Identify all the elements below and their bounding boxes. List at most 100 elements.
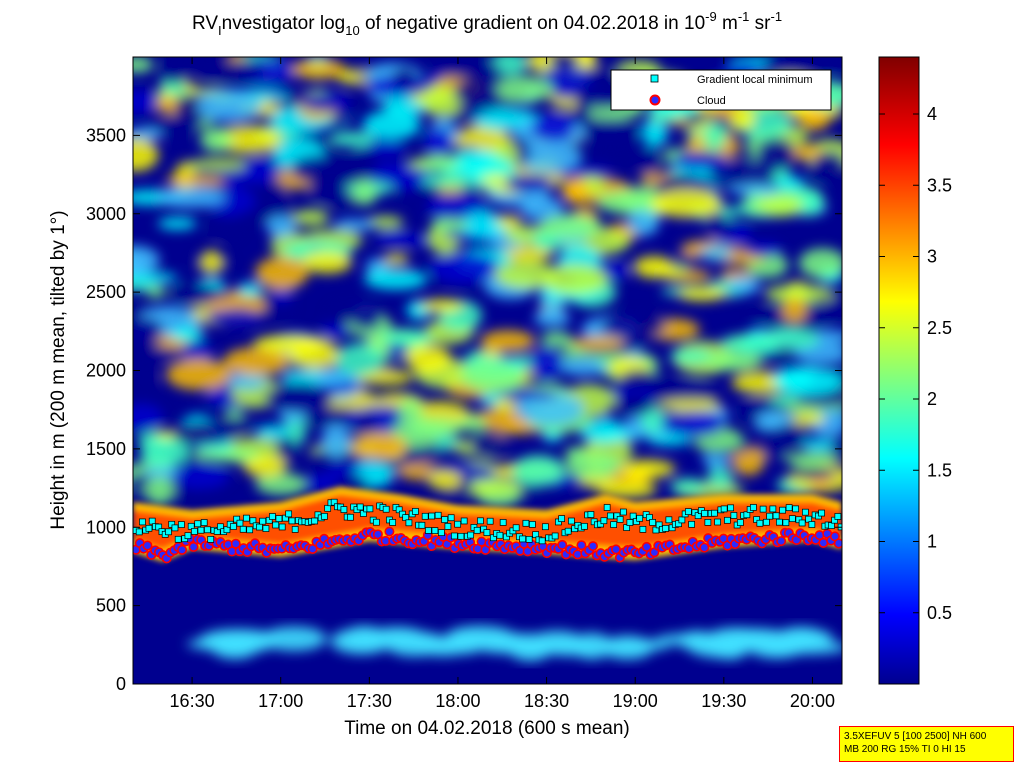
chart-title: RVInvestigator log10 of negative gradien… bbox=[192, 9, 782, 38]
haze-blob bbox=[445, 625, 516, 650]
texture-blob bbox=[214, 125, 282, 154]
gradient-minimum-marker bbox=[207, 536, 215, 543]
texture-blob bbox=[174, 464, 230, 490]
texture-blob bbox=[240, 157, 281, 184]
info-line-2: MB 200 RG 15% TI 0 HI 15 bbox=[844, 744, 966, 755]
y-tick-label: 1500 bbox=[86, 439, 126, 459]
gradient-minimum-marker bbox=[291, 526, 299, 533]
gradient-minimum-marker bbox=[620, 508, 627, 516]
texture-blob bbox=[375, 230, 413, 246]
x-tick-label: 20:00 bbox=[790, 691, 835, 711]
haze-blob bbox=[704, 627, 769, 653]
gradient-minimum-marker bbox=[278, 523, 286, 531]
texture-blob bbox=[398, 397, 423, 426]
gradient-minimum-marker bbox=[756, 519, 764, 527]
gradient-minimum-marker bbox=[483, 529, 491, 536]
texture-blob bbox=[210, 217, 242, 239]
texture-blob bbox=[223, 347, 290, 376]
texture-blob bbox=[641, 117, 668, 148]
texture-blob bbox=[661, 409, 726, 438]
cloud-marker bbox=[576, 540, 587, 551]
y-tick-label: 3500 bbox=[86, 125, 126, 145]
texture-blob bbox=[264, 382, 333, 413]
gradient-minimum-marker bbox=[750, 504, 757, 511]
texture-blob bbox=[133, 127, 163, 141]
gradient-minimum-marker bbox=[701, 510, 708, 517]
texture-blob bbox=[460, 360, 526, 394]
texture-blob bbox=[133, 346, 183, 361]
x-tick-label: 19:00 bbox=[613, 691, 658, 711]
gradient-minimum-marker bbox=[194, 520, 202, 528]
gradient-minimum-marker bbox=[798, 519, 806, 527]
gradient-minimum-marker bbox=[197, 526, 205, 534]
colorbar-tick-label: 2.5 bbox=[927, 318, 952, 338]
gradient-minimum-marker bbox=[275, 515, 283, 522]
texture-blob bbox=[335, 343, 384, 376]
gradient-minimum-marker bbox=[438, 529, 445, 536]
gradient-minimum-marker bbox=[759, 505, 767, 513]
texture-blob bbox=[755, 137, 796, 171]
texture-blob bbox=[164, 174, 226, 186]
settings-info-box: 3.5XEFUV 5 [100 2500] NH 600 MB 200 RG 1… bbox=[839, 726, 1014, 762]
texture-blob bbox=[600, 313, 667, 340]
gradient-minimum-marker bbox=[412, 508, 419, 515]
gradient-minimum-marker bbox=[184, 532, 192, 540]
texture-blob bbox=[200, 249, 223, 275]
texture-blob bbox=[166, 358, 232, 391]
texture-blob bbox=[658, 399, 723, 411]
texture-blob bbox=[792, 392, 842, 407]
gradient-minimum-marker bbox=[529, 521, 536, 528]
texture-blob bbox=[496, 215, 522, 229]
gradient-minimum-marker bbox=[431, 527, 439, 534]
y-tick-label: 3000 bbox=[86, 204, 126, 224]
texture-blob bbox=[540, 65, 592, 89]
x-tick-label: 16:30 bbox=[170, 691, 215, 711]
gradient-minimum-marker bbox=[460, 517, 468, 525]
texture-blob bbox=[385, 343, 410, 359]
colorbar: 0.5 1 1.5 2 2.5 3 3.5 4 bbox=[878, 56, 952, 685]
texture-blob bbox=[703, 123, 727, 151]
texture-blob bbox=[405, 344, 451, 374]
texture-blob bbox=[353, 413, 378, 440]
texture-blob bbox=[421, 86, 463, 118]
cloud-marker bbox=[384, 526, 395, 537]
texture-blob bbox=[529, 347, 564, 381]
gradient-minimum-marker bbox=[763, 518, 770, 526]
texture-blob bbox=[677, 286, 727, 302]
x-tick-label: 19:30 bbox=[701, 691, 746, 711]
texture-blob bbox=[275, 436, 298, 466]
upper-texture bbox=[133, 57, 842, 507]
texture-blob bbox=[238, 282, 263, 297]
gradient-minimum-marker bbox=[792, 505, 799, 513]
gradient-minimum-marker bbox=[191, 528, 198, 535]
cloud-marker bbox=[177, 544, 188, 555]
colorbar-tick-label: 1 bbox=[927, 532, 937, 552]
texture-blob bbox=[504, 173, 554, 193]
haze-blob bbox=[570, 632, 613, 660]
gradient-minimum-marker bbox=[373, 518, 380, 526]
gradient-minimum-marker bbox=[428, 512, 436, 520]
gradient-minimum-marker bbox=[389, 519, 397, 526]
texture-blob bbox=[133, 245, 160, 275]
texture-blob bbox=[319, 324, 350, 339]
texture-blob bbox=[498, 245, 554, 263]
gradient-minimum-marker bbox=[626, 519, 634, 526]
gradient-minimum-marker bbox=[454, 520, 462, 528]
info-line-1: 3.5XEFUV 5 [100 2500] NH 600 bbox=[844, 731, 987, 742]
colorbar-tick-label: 3.5 bbox=[927, 175, 952, 195]
gradient-minimum-marker bbox=[662, 525, 669, 532]
texture-blob bbox=[727, 276, 761, 295]
texture-blob bbox=[145, 475, 174, 506]
texture-blob bbox=[703, 351, 764, 370]
gradient-minimum-marker bbox=[789, 515, 796, 523]
texture-blob bbox=[798, 248, 842, 279]
gradient-minimum-marker bbox=[542, 523, 549, 531]
texture-blob bbox=[133, 89, 167, 114]
cloud-marker bbox=[142, 540, 153, 551]
gradient-minimum-marker bbox=[538, 537, 546, 545]
gradient-minimum-marker bbox=[704, 519, 712, 526]
gradient-minimum-marker bbox=[200, 519, 208, 526]
gradient-minimum-marker bbox=[366, 505, 374, 513]
texture-blob bbox=[596, 480, 658, 499]
texture-blob bbox=[253, 334, 325, 353]
